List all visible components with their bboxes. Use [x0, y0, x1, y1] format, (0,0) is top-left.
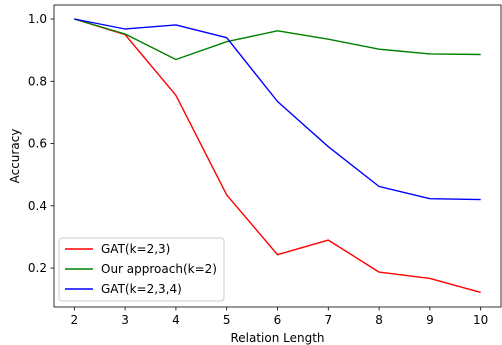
x-tick-label: 10 — [473, 313, 488, 327]
x-tick-label: 4 — [172, 313, 180, 327]
series-line-3 — [74, 18, 481, 201]
y-tick-label: 1.0 — [28, 12, 47, 26]
x-tick-label: 5 — [223, 313, 231, 327]
x-tick-label: 3 — [121, 313, 129, 327]
axes: 2 3 4 5 6 7 8 9 10 0.2 0.4 0.6 0.8 1.0 — [28, 12, 488, 327]
y-tick-label: 0.2 — [28, 261, 47, 275]
y-tick-label: 0.8 — [28, 74, 47, 88]
x-tick-label: 6 — [274, 313, 282, 327]
legend-label: Our approach(k=2) — [101, 262, 217, 276]
legend-label: GAT(k=2,3,4) — [101, 282, 182, 296]
y-tick-label: 0.4 — [28, 199, 47, 213]
legend-box — [58, 237, 225, 302]
series-line-2 — [74, 18, 481, 61]
legend-label: GAT(k=2,3) — [101, 242, 170, 256]
y-axis-label: Accuracy — [8, 129, 22, 184]
x-tick-label: 8 — [375, 313, 383, 327]
y-tick-label: 0.6 — [28, 137, 47, 151]
x-tick-label: 2 — [70, 313, 78, 327]
x-axis-label: Relation Length — [230, 331, 324, 345]
legend: GAT(k=2,3) Our approach(k=2) GAT(k=2,3,4) — [58, 237, 225, 302]
x-tick-label: 7 — [324, 313, 332, 327]
x-tick-label: 9 — [426, 313, 434, 327]
series-lines — [74, 18, 481, 294]
